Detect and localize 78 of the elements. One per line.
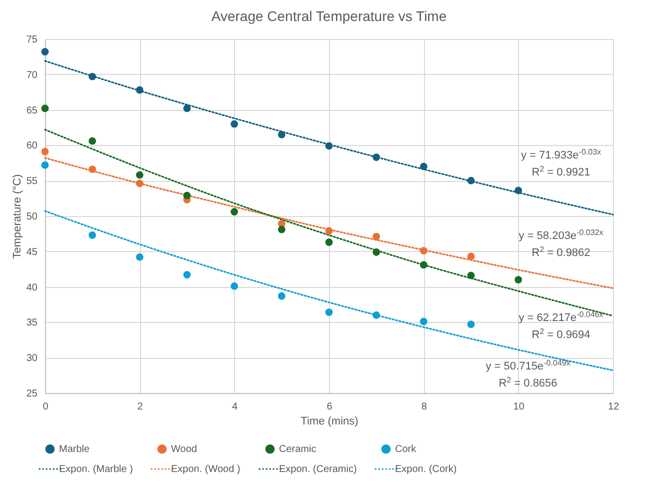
point — [325, 142, 333, 150]
point — [372, 248, 380, 256]
legend-label: Expon. (Cork) — [395, 464, 457, 475]
point — [41, 161, 49, 169]
legend-label: Expon. (Ceramic) — [279, 464, 357, 475]
x-axis-title: Time (mins) — [300, 416, 358, 428]
y-tick-label: 45 — [26, 246, 38, 258]
annotation: R$^{2}$ = 0.9921 — [532, 164, 590, 179]
x-tick-label: 10 — [513, 402, 525, 412]
point — [41, 104, 49, 112]
point — [183, 192, 191, 200]
x-tick-label: 0 — [42, 402, 49, 412]
y-tick-label: 50 — [26, 212, 38, 222]
annotation: y = 71.933e$^{-0.03x}$ — [520, 147, 602, 162]
point — [136, 253, 144, 261]
y-tick-label: 30 — [26, 353, 38, 364]
point — [230, 208, 238, 216]
point — [41, 148, 49, 156]
point — [136, 171, 144, 179]
y-axis-title: Temperature (°C) — [11, 174, 24, 259]
point — [278, 292, 286, 300]
point — [467, 320, 475, 328]
x-tick-label: 8 — [421, 402, 428, 412]
point — [230, 120, 238, 128]
point — [325, 308, 333, 316]
annotation: y = 58.203e$^{-0.032x}$ — [518, 228, 604, 242]
annotation: R$^{2}$ = 0.9862 — [532, 244, 590, 260]
point — [230, 282, 238, 290]
legend-label: Cork — [395, 444, 418, 456]
annotation: y = 50.715e$^{-0.049x}$ — [486, 358, 570, 372]
point — [467, 176, 475, 184]
annotation: R$^{2}$ = 0.9694 — [532, 326, 590, 341]
point — [325, 227, 333, 235]
point — [514, 276, 522, 284]
point — [420, 261, 428, 269]
line-series — [44, 60, 614, 216]
y-tick-label: 40 — [26, 282, 38, 294]
point — [136, 86, 144, 94]
x-tick-label: 12 — [608, 402, 620, 412]
x-tick-label: 4 — [232, 402, 238, 412]
point — [278, 226, 286, 234]
annotation: R$^{2}$ = 0.8656 — [498, 374, 558, 390]
point — [136, 180, 144, 188]
y-tick-label: 25 — [26, 388, 38, 400]
y-tick-label: 55 — [26, 176, 38, 188]
legend-label: Expon. (Marble ) — [59, 464, 133, 475]
point — [88, 72, 96, 80]
legend-label: Ceramic — [279, 444, 316, 456]
legend-label: Wood — [171, 444, 197, 456]
y-tick-label: 75 — [26, 34, 38, 46]
point — [183, 271, 191, 278]
point — [372, 232, 380, 240]
point — [325, 238, 333, 246]
point — [420, 318, 428, 326]
x-tick-label: 6 — [326, 402, 333, 412]
legend-label: Marble — [59, 444, 90, 456]
point — [467, 272, 475, 280]
x-tick-label: 2 — [137, 402, 144, 412]
y-tick-label: 70 — [26, 70, 38, 81]
y-tick-label: 60 — [26, 140, 38, 152]
point — [372, 311, 380, 319]
point — [88, 137, 96, 145]
point — [88, 231, 96, 239]
point — [420, 162, 428, 170]
legend-label: Expon. (Wood ) — [171, 464, 240, 475]
chart-title: Average Central Temperature vs Time — [211, 8, 447, 24]
point — [278, 130, 286, 138]
line-series — [44, 210, 614, 372]
point — [41, 48, 49, 56]
point — [183, 104, 191, 112]
point — [420, 246, 428, 254]
y-tick-label: 65 — [26, 105, 38, 116]
point — [467, 252, 475, 260]
point — [88, 166, 96, 173]
point — [514, 186, 522, 194]
annotation: y = 62.217e$^{-0.046x}$ — [518, 309, 604, 324]
point — [372, 154, 380, 161]
y-tick-label: 35 — [26, 318, 38, 329]
